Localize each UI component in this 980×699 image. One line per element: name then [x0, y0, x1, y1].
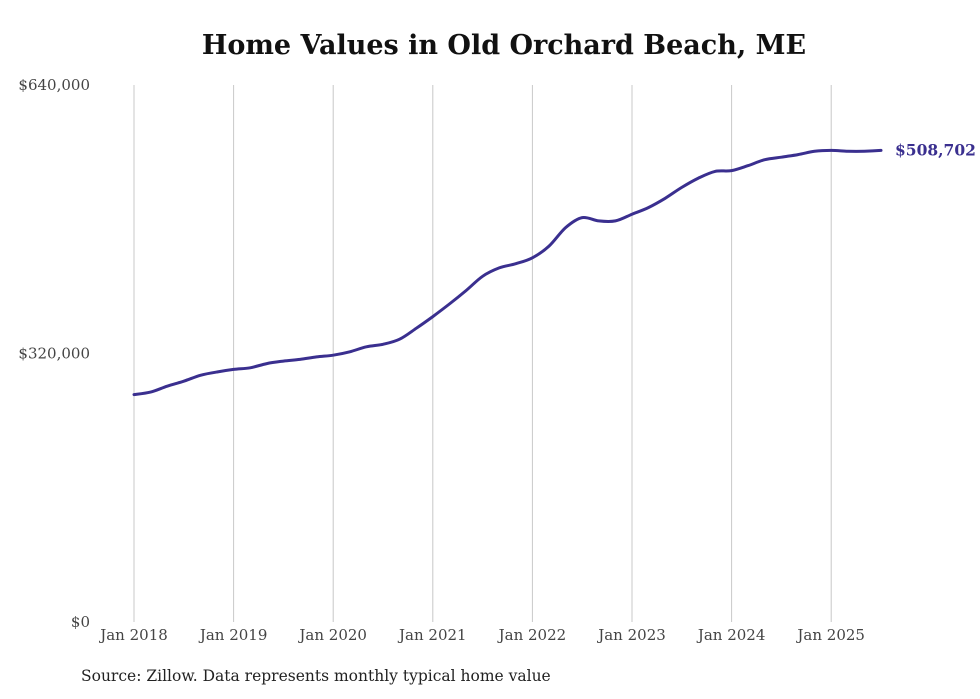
x-tick-label: Jan 2023 [596, 626, 666, 644]
x-tick-label: Jan 2025 [795, 626, 865, 644]
latest-value-label: $508,702 [895, 140, 976, 159]
chart-title: Home Values in Old Orchard Beach, ME [201, 30, 807, 61]
y-tick-label: $0 [71, 613, 90, 631]
x-tick-label: Jan 2021 [397, 626, 467, 644]
source-note: Source: Zillow. Data represents monthly … [81, 667, 551, 685]
x-axis-ticks: Jan 2018 Jan 2019 Jan 2020 Jan 2021 Jan 2022… [98, 626, 865, 644]
x-tick-label: Jan 2019 [198, 626, 268, 644]
x-tick-label: Jan 2020 [297, 626, 367, 644]
x-tick-label: Jan 2024 [696, 626, 766, 644]
home-value-line [132, 148, 883, 397]
y-tick-label: $320,000 [18, 345, 90, 363]
gridlines [133, 85, 832, 622]
y-axis-ticks: $0 $320,000 $640,000 [18, 76, 90, 631]
line-chart: $0$320,000$640,000 Jan 2018 Jan 2019 Jan 2… [18, 76, 976, 644]
x-tick-label: Jan 2018 [98, 626, 168, 644]
x-tick-label: Jan 2022 [497, 626, 567, 644]
y-tick-label: $640,000 [18, 76, 90, 94]
